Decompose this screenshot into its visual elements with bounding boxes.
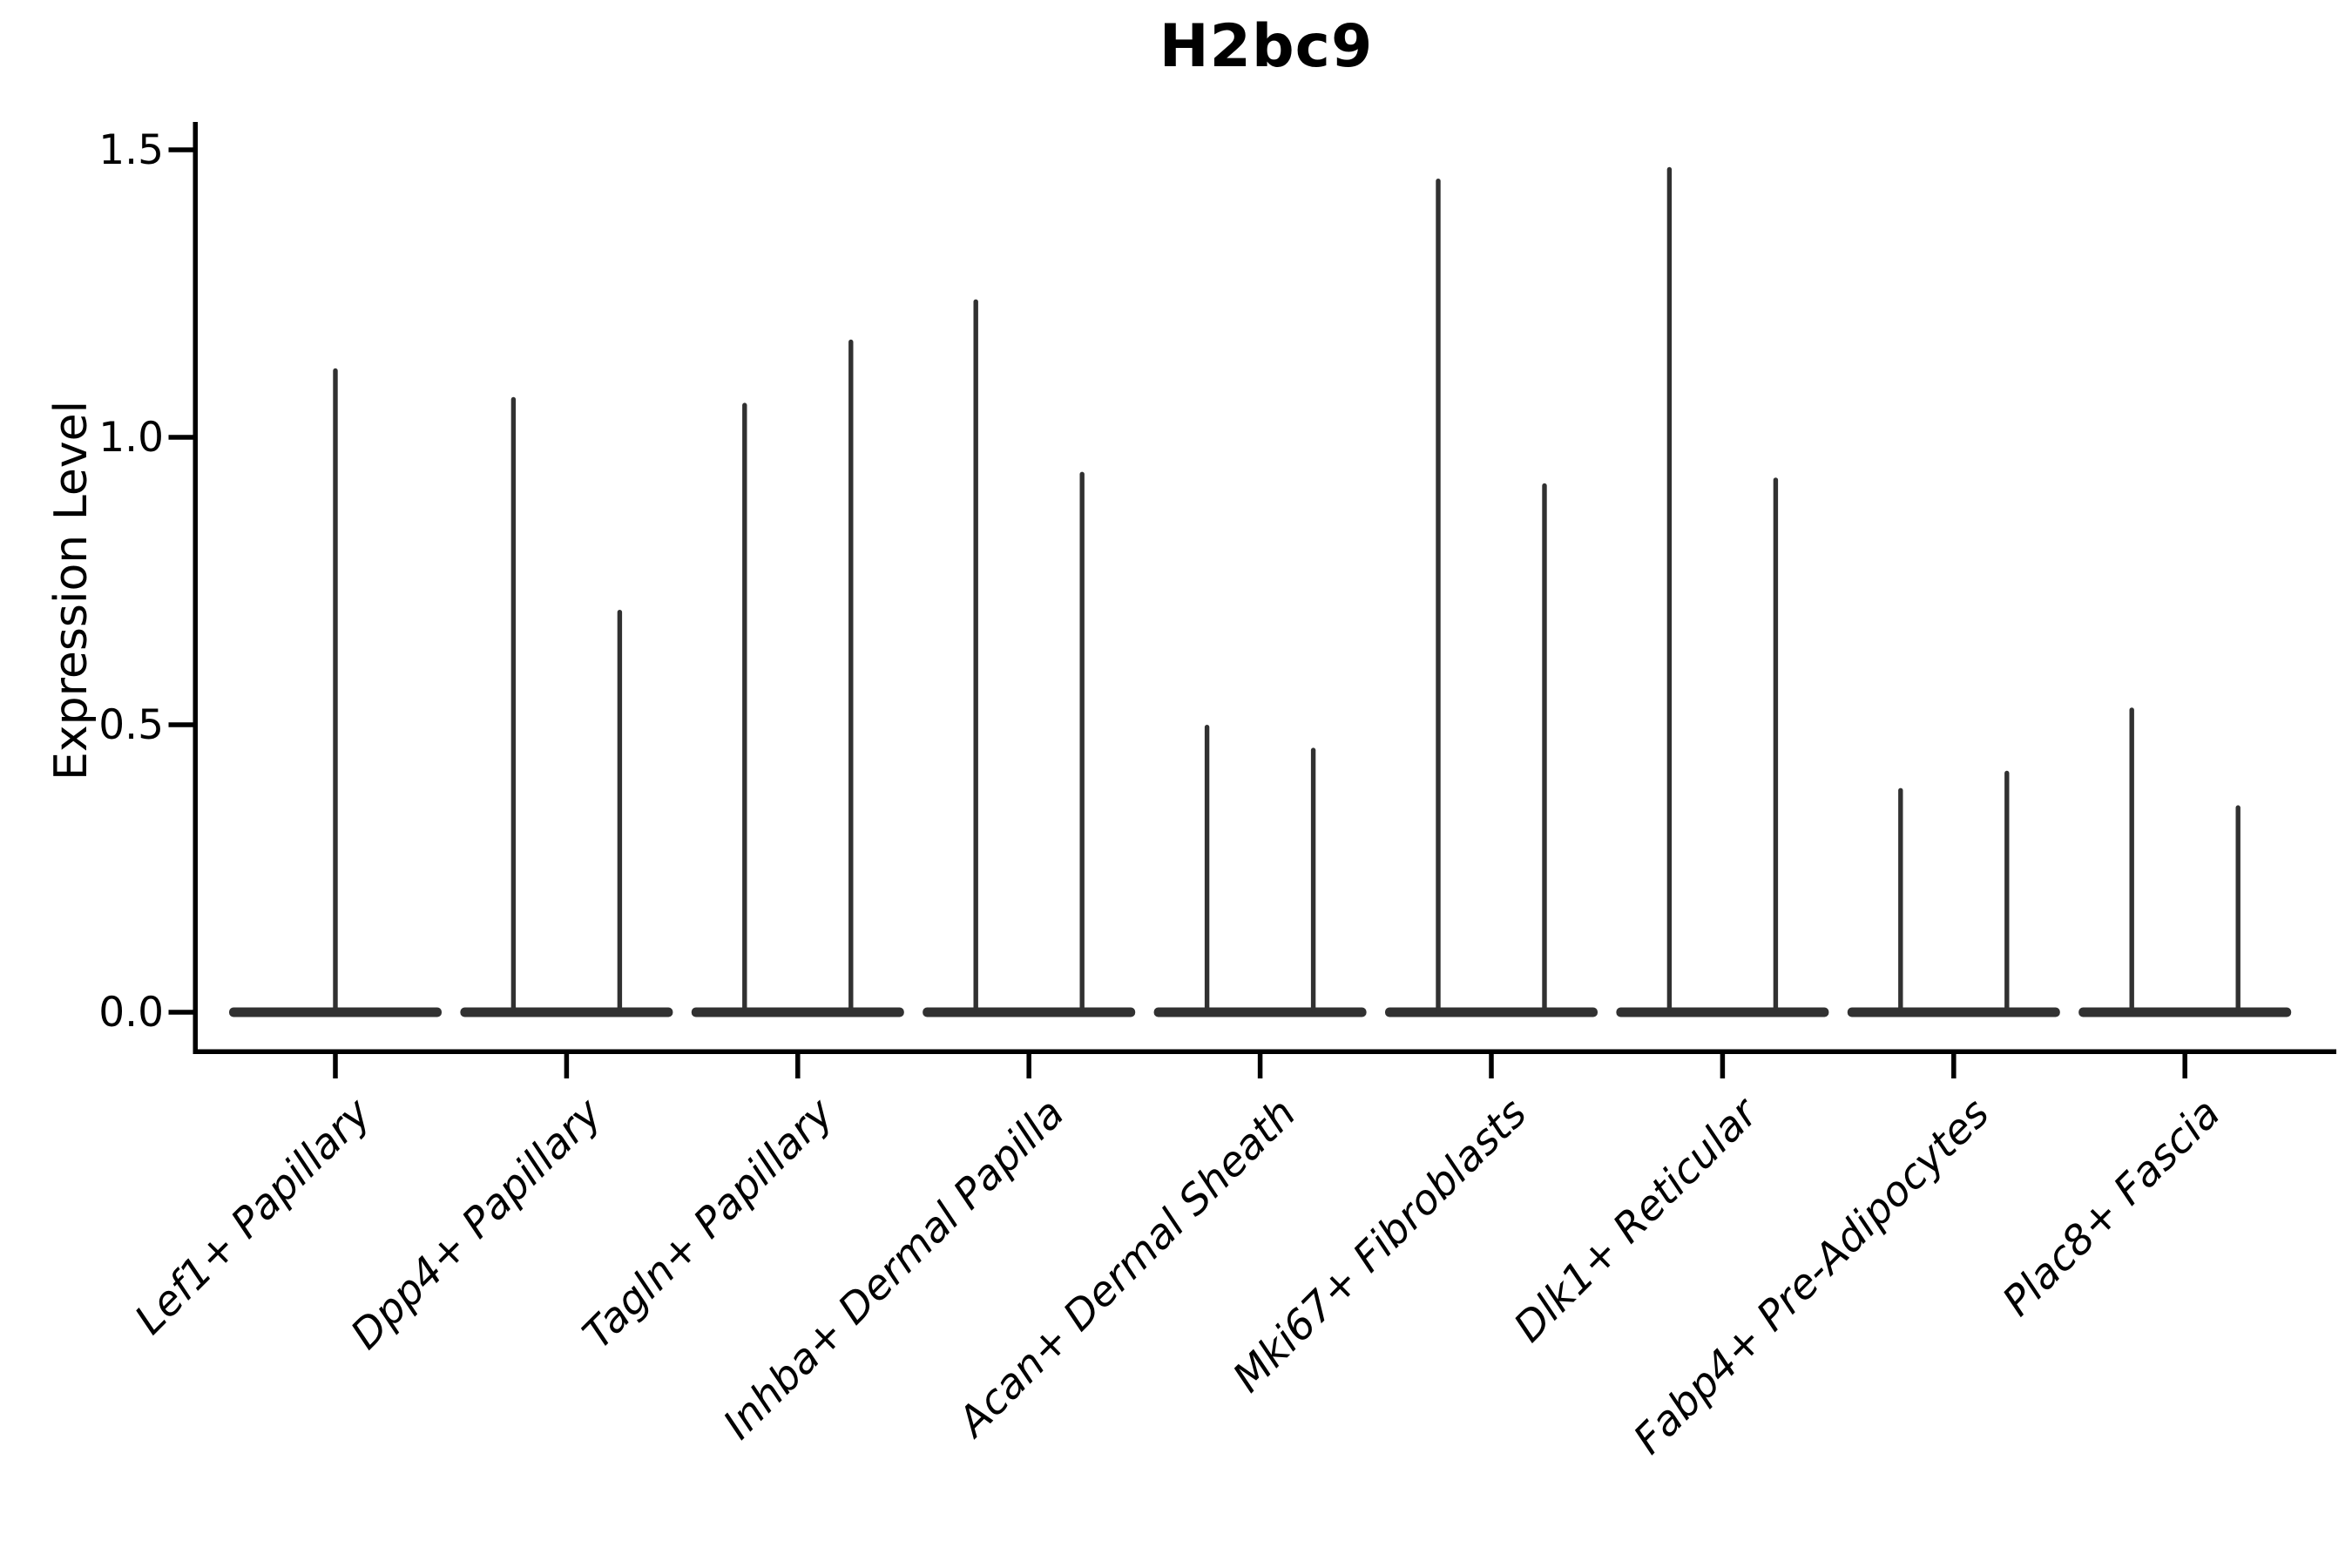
violin-spike — [1666, 166, 1673, 1013]
violin-spike — [510, 396, 517, 1012]
x-tick — [1489, 1054, 1494, 1078]
violin-body — [1385, 1007, 1598, 1017]
y-tick — [168, 435, 193, 440]
violin-body — [460, 1007, 673, 1017]
chart-title: H2bc9 — [1159, 12, 1374, 81]
y-axis-label: Expression Level — [45, 400, 98, 781]
x-tick — [1720, 1054, 1726, 1078]
y-tick-label: 0.5 — [98, 701, 164, 749]
y-tick — [168, 147, 193, 152]
violin-spike — [2129, 707, 2134, 1012]
y-tick-label: 1.0 — [98, 414, 164, 462]
violin-spike — [848, 339, 854, 1012]
violin-body — [2078, 1007, 2292, 1017]
x-axis — [193, 1049, 2336, 1054]
x-tick — [1951, 1054, 1957, 1078]
x-tick — [333, 1054, 338, 1078]
y-axis — [193, 122, 198, 1054]
violin-body — [691, 1007, 904, 1017]
violin-body — [1847, 1007, 2060, 1017]
violin-spike — [1079, 471, 1085, 1012]
x-tick — [564, 1054, 570, 1078]
violin-body — [1616, 1007, 1829, 1017]
violin-spike — [2235, 805, 2240, 1012]
y-tick — [168, 1010, 193, 1015]
y-tick-label: 0.0 — [98, 989, 164, 1037]
x-tick — [2182, 1054, 2187, 1078]
y-tick — [168, 722, 193, 727]
violin-spike — [973, 299, 978, 1013]
violin-spike — [1436, 179, 1441, 1012]
violin-spike — [742, 402, 747, 1012]
violin-spike — [1542, 483, 1547, 1012]
violin-spike — [1773, 477, 1779, 1012]
violin-spike — [1204, 725, 1210, 1012]
violin-spike — [617, 610, 623, 1012]
violin-body — [923, 1007, 1136, 1017]
violin-spike — [2004, 770, 2010, 1012]
y-tick-label: 1.5 — [98, 126, 164, 174]
violin-body — [1153, 1007, 1367, 1017]
x-tick — [1026, 1054, 1031, 1078]
x-tick — [1257, 1054, 1263, 1078]
violin-spike — [1898, 787, 1903, 1012]
violin-spike — [1310, 747, 1316, 1012]
x-tick — [795, 1054, 801, 1078]
violin-spike — [333, 368, 338, 1012]
